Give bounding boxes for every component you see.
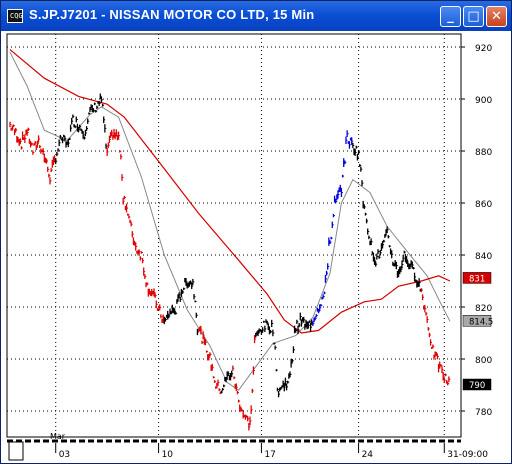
y-tick-label: 800 <box>475 356 492 366</box>
minimize-button[interactable]: _ <box>440 6 461 27</box>
title-bar[interactable]: CQG S.JP.J7201 - NISSAN MOTOR CO LTD, 15… <box>1 1 511 31</box>
y-tick-label: 900 <box>475 96 492 106</box>
maximize-button[interactable]: □ <box>463 6 484 27</box>
x-tick-label: 24 <box>362 450 374 460</box>
month-label: Mar <box>50 432 66 441</box>
gray-moving-average-line <box>9 51 451 391</box>
y-tick-label: 820 <box>475 304 492 314</box>
y-tick-label: 780 <box>475 408 492 418</box>
red-ma-value-label-box <box>462 272 492 284</box>
price-chart[interactable]: 920 900 880 860 840 820 800 780 Mar 03 10 17 24 31-09… <box>1 31 511 463</box>
close-button[interactable]: ✕ <box>486 6 507 27</box>
red-ma-value-label: 831 <box>469 274 485 284</box>
x-tick-label: 03 <box>59 450 70 460</box>
x-tick-label: 17 <box>264 450 275 460</box>
red-moving-average-line <box>9 49 451 334</box>
gray-ma-value-label-box <box>462 315 492 327</box>
cqg-app-icon[interactable]: CQG <box>7 9 23 23</box>
axis-corner-box <box>8 441 24 461</box>
app-icon-label: CQG <box>10 12 23 20</box>
chart-area[interactable]: 920 900 880 860 840 820 800 780 Mar 03 10 17 24 31-09… <box>1 31 511 463</box>
last-price-label: 790 <box>469 381 485 391</box>
y-tick-label: 840 <box>475 252 492 262</box>
y-tick-label: 920 <box>475 44 492 54</box>
y-tick-label: 860 <box>475 200 492 210</box>
last-price-label-box <box>462 378 492 391</box>
x-tick-label: 31-09:00 <box>447 450 488 460</box>
x-tick-label: 10 <box>162 450 174 460</box>
y-tick-label: 880 <box>475 148 492 158</box>
window-title: S.JP.J7201 - NISSAN MOTOR CO LTD, 15 Min <box>29 7 315 22</box>
gray-ma-value-label: 814.5 <box>469 317 493 327</box>
